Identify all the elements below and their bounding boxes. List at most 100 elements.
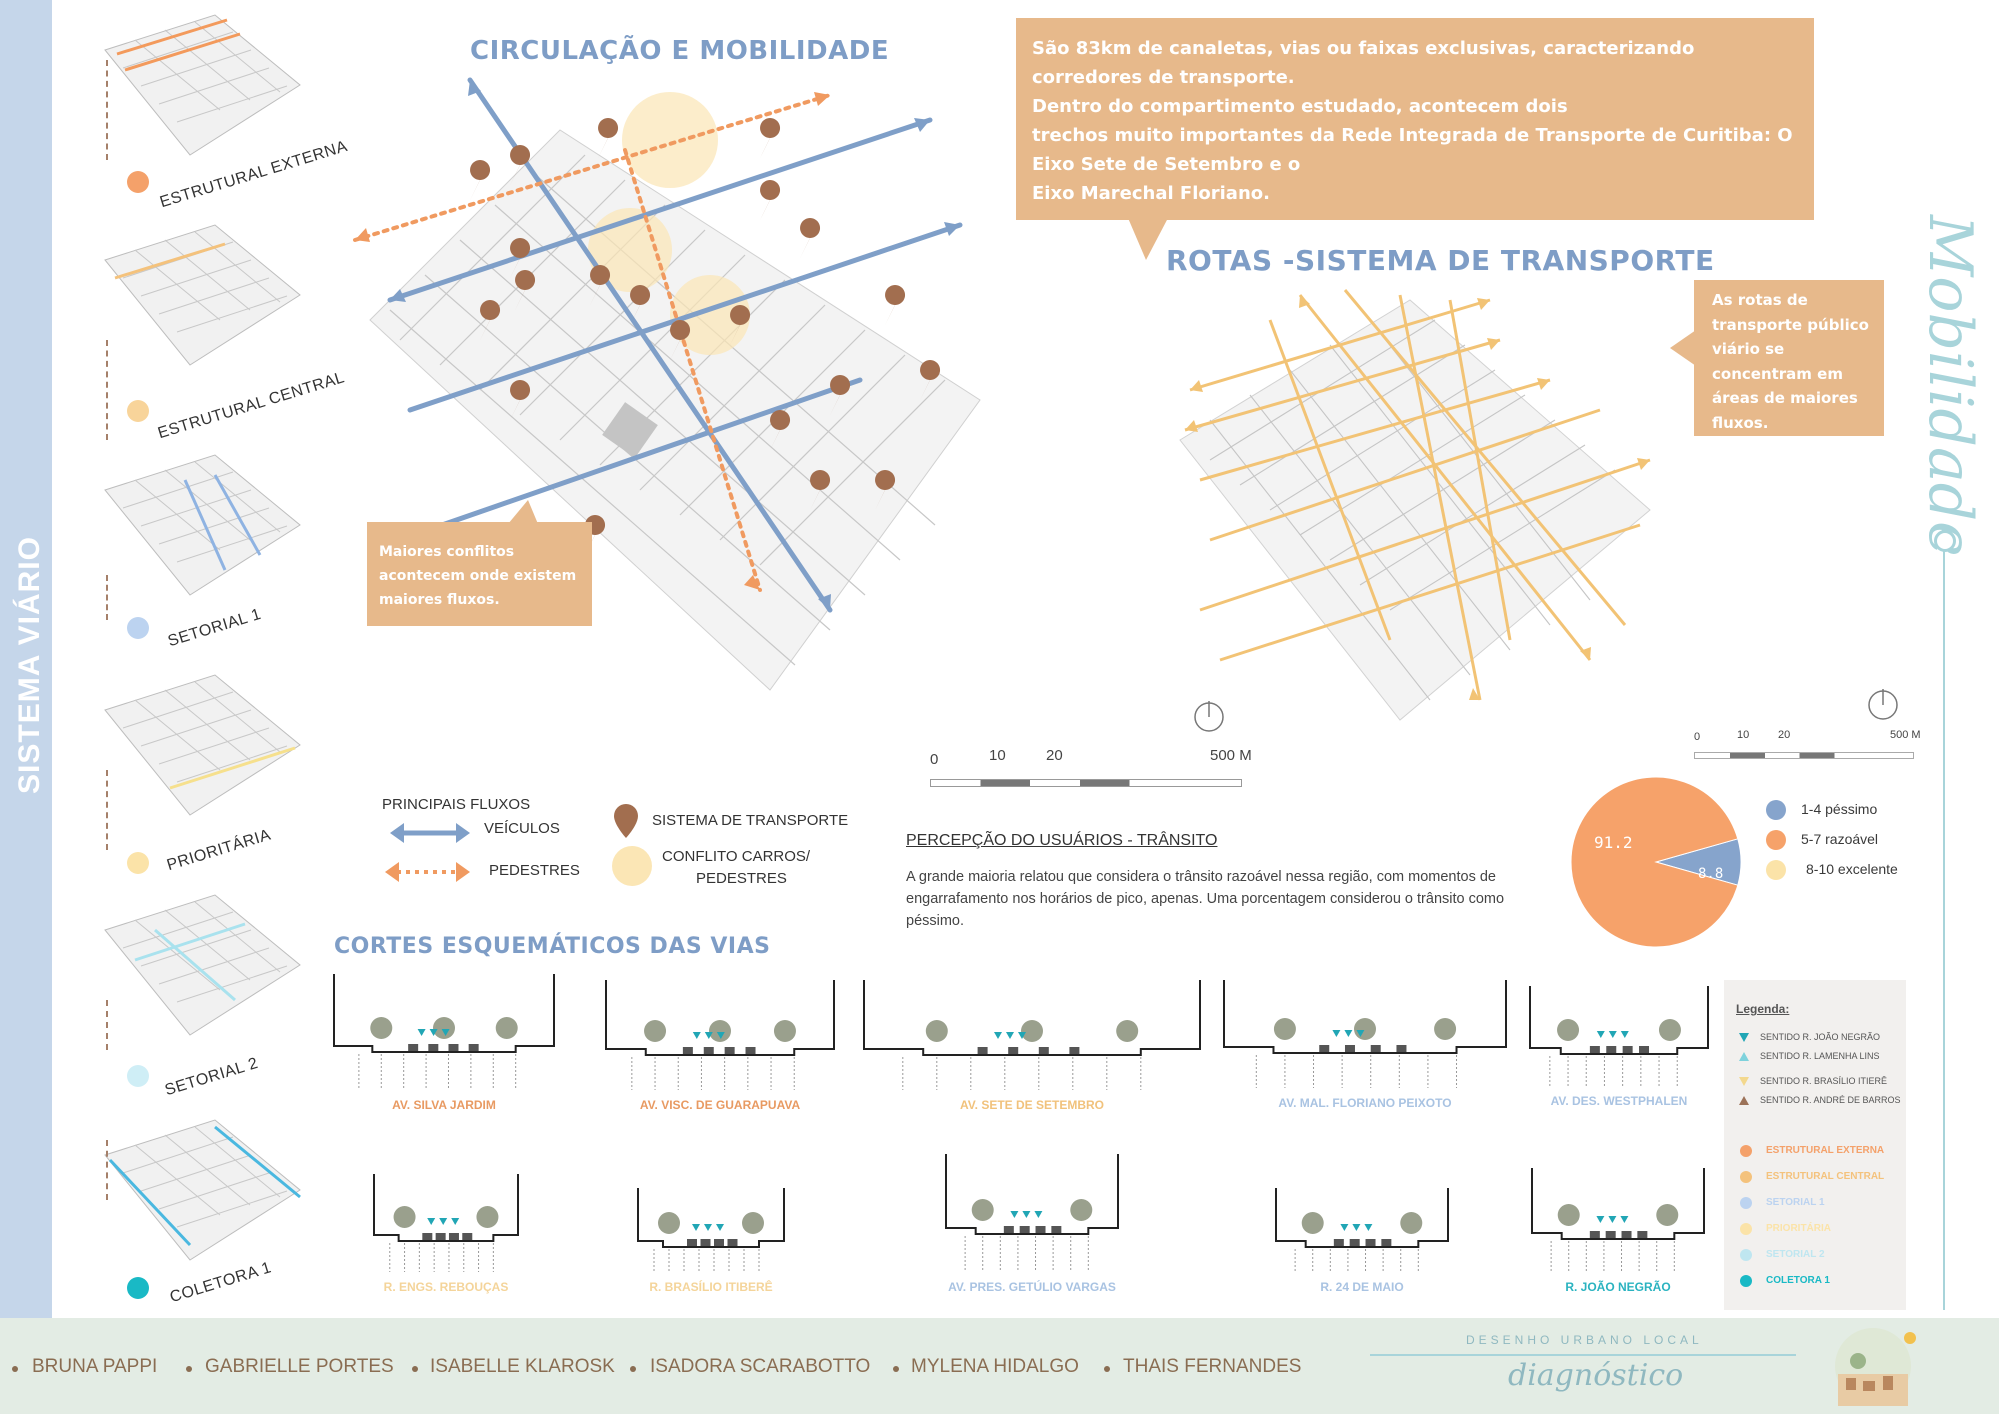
legend-category-label: ESTRUTURAL CENTRAL: [1766, 1171, 1885, 1182]
category-label-setorial-2: SETORIAL 2: [163, 1054, 261, 1100]
transport-pin-icon: [614, 804, 638, 838]
legend-marker-label: SENTIDO R. LAMENHA LINS: [1760, 1051, 1880, 1061]
legend-category-label: SETORIAL 1: [1766, 1197, 1825, 1208]
course-title: DESENHO URBANO LOCAL: [1466, 1333, 1703, 1347]
legend-marker-label: SENTIDO R. JOÃO NEGRÃO: [1760, 1032, 1881, 1042]
connector-line: [106, 1000, 108, 1050]
connector-line: [106, 340, 108, 440]
thumb-estrutural-externa: [104, 14, 301, 156]
section-caption: AV. DES. WESTPHALEN: [1550, 1094, 1688, 1108]
legend-label: 8-10 excelente: [1806, 861, 1898, 877]
scale-label: 10: [1737, 729, 1750, 741]
routes-callout: As rotas de transporte público viário se…: [1694, 280, 1884, 436]
connector-line: [106, 575, 108, 620]
section-caption: R. JOÃO NEGRÃO: [1565, 1280, 1671, 1294]
thumb-prioritaria: [104, 674, 301, 816]
connector-line: [106, 60, 108, 160]
category-label-estrutural-central: ESTRUTURAL CENTRAL: [156, 369, 347, 443]
conflict-callout: Maiores conflitos acontecem onde existem…: [367, 522, 592, 626]
routes-title: ROTAS -SISTEMA DE TRANSPORTE: [1166, 244, 1715, 277]
conflict-callout-text: Maiores conflitos acontecem onde existem…: [379, 544, 577, 608]
conflict-label-line2: PEDESTRES: [696, 870, 787, 887]
author-bullet: [186, 1366, 192, 1372]
section-caption: AV. SETE DE SETEMBRO: [959, 1098, 1105, 1112]
footer-illustration: [1835, 1328, 1916, 1406]
section-drawing: [637, 1188, 785, 1272]
routes-map: [1179, 289, 1651, 721]
street-section: R. BRASÍLIO ITIBERÊ: [636, 1186, 786, 1304]
legend-category-dot: [1740, 1145, 1752, 1157]
author-name: GABRIELLE PORTES: [205, 1356, 394, 1377]
routes-callout-text: As rotas de transporte público viário se…: [1712, 291, 1869, 432]
section-drawing: [605, 980, 835, 1090]
conflict-label-line1: CONFLITO CARROS/: [662, 848, 811, 865]
section-drawing: [945, 1154, 1119, 1272]
street-section: AV. DES. WESTPHALEN: [1528, 984, 1710, 1118]
legend-swatch: [1766, 860, 1786, 880]
perception-title: PERCEPÇÃO DO USUÁRIOS - TRÂNSITO: [906, 832, 1218, 849]
section-caption: AV. PRES. GETÚLIO VARGAS: [948, 1280, 1116, 1294]
scale-label: 500 M: [1210, 747, 1252, 764]
pie-data-label: 91.2: [1594, 833, 1633, 852]
thumb-estrutural-central: [104, 224, 301, 366]
conflict-circle-icon: [612, 846, 652, 886]
legend-label: 1-4 péssimo: [1801, 801, 1878, 817]
category-dot-setorial-1: [127, 617, 149, 639]
legend-marker-label: SENTIDO R. BRASÍLIO ITIERÊ: [1760, 1076, 1888, 1086]
category-dot-estrutural-central: [127, 400, 149, 422]
course-subtitle: diagnóstico: [1508, 1358, 1684, 1393]
author-bullet: [412, 1366, 418, 1372]
corridors-callout: São 83km de canaletas, vias ou faixas ex…: [1016, 18, 1814, 220]
corridors-callout-line: Dentro do compartimento estudado, aconte…: [1032, 96, 1568, 117]
author-name: ISADORA SCARABOTTO: [650, 1356, 871, 1377]
section-drawing: [1531, 1168, 1705, 1272]
legend-category-dot: [1740, 1249, 1752, 1261]
pie-data-label: 8.8: [1698, 866, 1723, 882]
conflict-callout-pointer: [508, 500, 538, 524]
section-drawing: [373, 1174, 519, 1272]
author-name: THAIS FERNANDES: [1123, 1356, 1302, 1377]
legend-category-dot: [1740, 1223, 1752, 1235]
timeline-line: [1943, 540, 1945, 1310]
category-dot-setorial-2: [127, 1065, 149, 1087]
thumb-coletora-1: [104, 1119, 301, 1261]
legend-category-label: COLETORA 1: [1766, 1275, 1830, 1286]
section-drawing: [1275, 1188, 1449, 1272]
section-drawing: [1529, 986, 1709, 1086]
north-arrow-left: [1194, 701, 1224, 732]
section-drawing: [1223, 980, 1507, 1088]
author-name: ISABELLE KLAROSK: [430, 1356, 615, 1377]
street-section: AV. VISC. DE GUARAPUAVA: [604, 978, 836, 1122]
legend-category-dot: [1740, 1275, 1752, 1287]
legend-swatch: [1766, 800, 1786, 820]
flows-heading: PRINCIPAIS FLUXOS: [382, 796, 531, 813]
street-section: AV. SILVA JARDIM: [332, 972, 556, 1122]
legend-swatch: [1766, 830, 1786, 850]
vehicles-arrow-icon: [390, 823, 470, 843]
corridors-callout-pointer: [1128, 218, 1168, 260]
footer: [0, 1318, 1999, 1414]
thumb-setorial-2: [104, 894, 301, 1036]
direction-marker-icon: [1739, 1052, 1749, 1061]
section-caption: AV. MAL. FLORIANO PEIXOTO: [1278, 1096, 1452, 1110]
direction-marker-icon: [1739, 1033, 1749, 1042]
legend-box: [1724, 980, 1906, 1310]
legend-category-dot: [1740, 1171, 1752, 1183]
section-drawing: [863, 980, 1201, 1090]
author-bullet: [893, 1366, 899, 1372]
section-caption: R. ENGS. REBOUÇAS: [383, 1280, 509, 1294]
street-section: AV. PRES. GETÚLIO VARGAS: [944, 1152, 1120, 1304]
legend-category-label: SETORIAL 2: [1766, 1249, 1825, 1260]
mobilidade-script: Mobilidade: [1915, 215, 1985, 557]
direction-marker-icon: [1739, 1096, 1749, 1105]
author-name: MYLENA HIDALGO: [911, 1356, 1079, 1377]
vehicles-label: VEÍCULOS: [484, 820, 560, 837]
category-dot-prioritaria: [127, 852, 149, 874]
direction-marker-icon: [1739, 1077, 1749, 1086]
category-dot-coletora-1: [127, 1277, 149, 1299]
author-name: BRUNA PAPPI: [32, 1356, 158, 1377]
author-bullet: [630, 1366, 636, 1372]
legend-category-label: ESTRUTURAL EXTERNA: [1766, 1145, 1885, 1156]
street-section: R. 24 DE MAIO: [1274, 1186, 1450, 1304]
scale-label: 20: [1046, 747, 1063, 764]
